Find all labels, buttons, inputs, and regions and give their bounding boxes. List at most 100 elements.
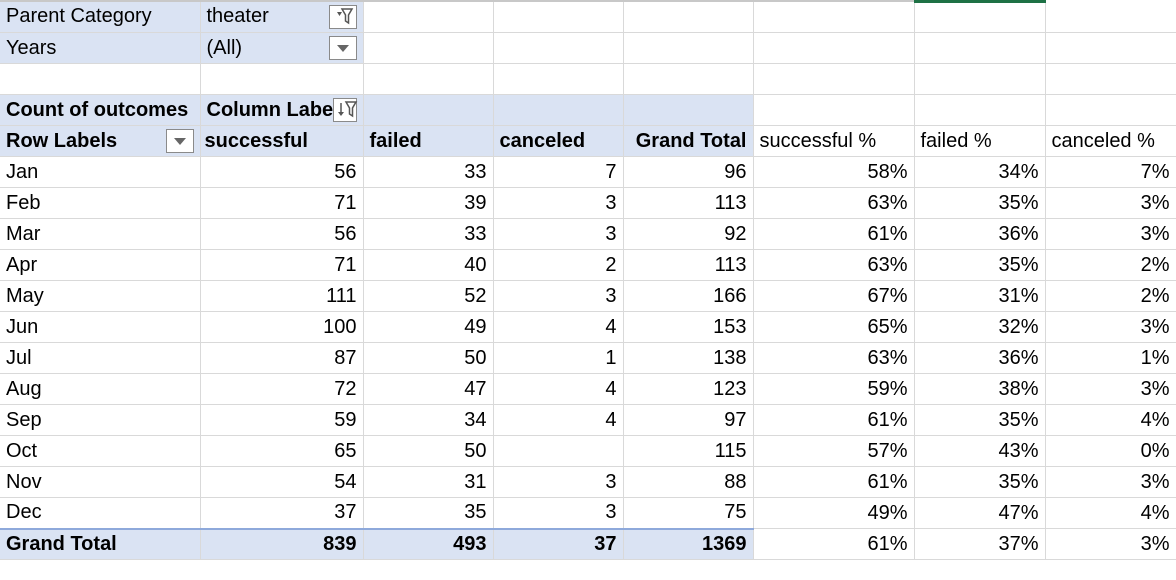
cell-grand-total: 97 bbox=[623, 404, 754, 436]
cell-failed-pct: 47% bbox=[914, 497, 1046, 529]
row-label: Dec bbox=[0, 497, 201, 529]
spreadsheet-grid: Parent Category theater Years (All) bbox=[0, 0, 1176, 560]
cell-grand-total: 115 bbox=[623, 435, 754, 467]
col-header-canceled: canceled bbox=[493, 125, 624, 157]
cell-successful-pct: 58% bbox=[753, 156, 915, 188]
cell-grand-total: 96 bbox=[623, 156, 754, 188]
cell-failed: 35 bbox=[363, 497, 494, 529]
row-label: Grand Total bbox=[0, 527, 201, 560]
cell-failed-pct: 37% bbox=[914, 528, 1046, 560]
filter-value-cell[interactable]: (All) bbox=[200, 32, 364, 64]
row-labels-cell[interactable]: Row Labels bbox=[0, 125, 201, 157]
cell-canceled: 3 bbox=[493, 497, 624, 529]
cell-successful: 59 bbox=[200, 404, 364, 436]
cell-canceled-pct: 3% bbox=[1045, 373, 1176, 405]
cell-canceled: 3 bbox=[493, 218, 624, 250]
cell-canceled: 3 bbox=[493, 466, 624, 498]
cell-successful: 54 bbox=[200, 466, 364, 498]
table-row: Oct 65 50 115 57% 43% 0% bbox=[0, 435, 1176, 467]
filter-applied-icon[interactable] bbox=[328, 4, 357, 29]
cell-grand-total: 88 bbox=[623, 466, 754, 498]
cell-successful-pct: 57% bbox=[753, 435, 915, 467]
col-header-grand-total: Grand Total bbox=[623, 125, 754, 157]
cell-failed-pct: 35% bbox=[914, 187, 1046, 219]
cell-grand-total: 153 bbox=[623, 311, 754, 343]
dropdown-icon[interactable] bbox=[165, 129, 194, 153]
table-row: Aug 72 47 4 123 59% 38% 3% bbox=[0, 373, 1176, 405]
filter-value: (All) bbox=[206, 36, 243, 59]
cell-grand-total: 92 bbox=[623, 218, 754, 250]
cell-canceled-pct: 2% bbox=[1045, 249, 1176, 281]
filter-label: Parent Category bbox=[0, 1, 201, 33]
table-row: Jan 56 33 7 96 58% 34% 7% bbox=[0, 156, 1176, 188]
cell-canceled: 4 bbox=[493, 404, 624, 436]
cell-canceled-pct: 3% bbox=[1045, 218, 1176, 250]
cell-failed-pct: 31% bbox=[914, 280, 1046, 312]
cell-successful-pct: 61% bbox=[753, 528, 915, 560]
filter-value: theater bbox=[206, 5, 269, 28]
cell-failed-pct: 36% bbox=[914, 218, 1046, 250]
column-labels-text: Column Labe bbox=[206, 98, 334, 121]
cell-successful: 37 bbox=[200, 497, 364, 529]
row-label: Jul bbox=[0, 342, 201, 374]
col-header-successful-pct: successful % bbox=[753, 125, 915, 157]
cell-canceled bbox=[493, 435, 624, 467]
cell-failed: 33 bbox=[363, 218, 494, 250]
cell-successful: 72 bbox=[200, 373, 364, 405]
cell-failed-pct: 35% bbox=[914, 404, 1046, 436]
col-header-failed-pct: failed % bbox=[914, 125, 1046, 157]
cell-failed: 40 bbox=[363, 249, 494, 281]
pivot-corner-label: Count of outcomes bbox=[0, 94, 201, 126]
cell-failed: 47 bbox=[363, 373, 494, 405]
filter-row-parent-category: Parent Category theater bbox=[0, 0, 1176, 33]
table-row: Apr 71 40 2 113 63% 35% 2% bbox=[0, 249, 1176, 281]
cell-successful: 87 bbox=[200, 342, 364, 374]
cell-successful: 56 bbox=[200, 156, 364, 188]
cell-grand-total: 166 bbox=[623, 280, 754, 312]
row-label: Apr bbox=[0, 249, 201, 281]
row-label: Aug bbox=[0, 373, 201, 405]
cell-failed: 50 bbox=[363, 342, 494, 374]
cell-canceled-pct: 4% bbox=[1045, 497, 1176, 529]
cell-canceled: 37 bbox=[493, 527, 624, 560]
column-labels-cell[interactable]: Column Labe bbox=[200, 94, 364, 126]
col-header-failed: failed bbox=[363, 125, 494, 157]
filter-value-cell[interactable]: theater bbox=[200, 1, 364, 33]
cell-failed-pct: 36% bbox=[914, 342, 1046, 374]
cell-canceled: 7 bbox=[493, 156, 624, 188]
row-label: Jun bbox=[0, 311, 201, 343]
row-label: Mar bbox=[0, 218, 201, 250]
cell-successful: 100 bbox=[200, 311, 364, 343]
row-label: Feb bbox=[0, 187, 201, 219]
sort-filter-icon[interactable] bbox=[333, 98, 358, 122]
cell-successful: 65 bbox=[200, 435, 364, 467]
cell-successful-pct: 49% bbox=[753, 497, 915, 529]
cell-failed: 31 bbox=[363, 466, 494, 498]
cell-successful-pct: 61% bbox=[753, 466, 915, 498]
cell-grand-total: 113 bbox=[623, 187, 754, 219]
table-row: May 111 52 3 166 67% 31% 2% bbox=[0, 280, 1176, 312]
table-row: Dec 37 35 3 75 49% 47% 4% bbox=[0, 497, 1176, 529]
cell-grand-total: 138 bbox=[623, 342, 754, 374]
cell-successful: 71 bbox=[200, 249, 364, 281]
filter-label: Years bbox=[0, 32, 201, 64]
cell-successful: 839 bbox=[200, 527, 364, 560]
table-row: Mar 56 33 3 92 61% 36% 3% bbox=[0, 218, 1176, 250]
filter-row-years: Years (All) bbox=[0, 32, 1176, 64]
cell-successful-pct: 61% bbox=[753, 218, 915, 250]
row-label: Jan bbox=[0, 156, 201, 188]
row-label: Nov bbox=[0, 466, 201, 498]
table-row: Nov 54 31 3 88 61% 35% 3% bbox=[0, 466, 1176, 498]
cell-canceled: 1 bbox=[493, 342, 624, 374]
cell-failed-pct: 43% bbox=[914, 435, 1046, 467]
cell-canceled-pct: 2% bbox=[1045, 280, 1176, 312]
dropdown-icon[interactable] bbox=[328, 36, 357, 60]
cell-successful-pct: 65% bbox=[753, 311, 915, 343]
col-header-successful: successful bbox=[200, 125, 364, 157]
cell-successful-pct: 59% bbox=[753, 373, 915, 405]
cell-grand-total: 1369 bbox=[623, 527, 754, 560]
cell-successful-pct: 63% bbox=[753, 187, 915, 219]
table-row: Feb 71 39 3 113 63% 35% 3% bbox=[0, 187, 1176, 219]
pivot-header-row-2: Row Labels successful failed canceled Gr… bbox=[0, 125, 1176, 157]
cell-canceled: 3 bbox=[493, 187, 624, 219]
